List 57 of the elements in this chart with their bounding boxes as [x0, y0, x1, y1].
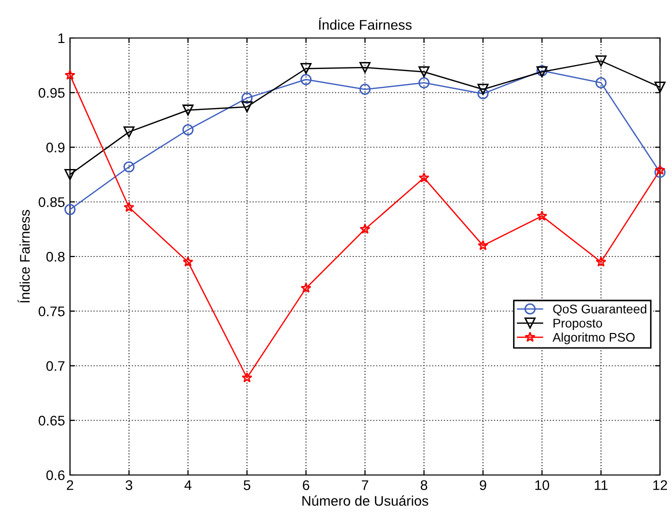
x-tick-label: 9	[480, 480, 486, 490]
y-tick-label: 0.75	[38, 306, 65, 316]
x-tick-label: 6	[302, 480, 310, 490]
point	[242, 372, 252, 382]
y-axis-title: Índice Fairness	[18, 210, 30, 303]
x-tick-label: 5	[244, 480, 250, 490]
point	[654, 82, 666, 93]
x-tick-label: 12	[653, 480, 668, 490]
point	[654, 166, 666, 178]
y-tick-label: 0.7	[46, 361, 64, 371]
point	[124, 202, 134, 212]
y-tick-label: 0.8	[46, 252, 65, 262]
point	[300, 282, 312, 293]
legend-label: QoS Guaranteed	[553, 304, 646, 316]
point	[300, 74, 312, 86]
point	[64, 169, 76, 180]
point	[596, 256, 606, 267]
y-tick-label: 0.9	[46, 142, 64, 152]
point	[477, 88, 489, 100]
x-tick-label: 4	[184, 480, 192, 490]
x-tick-label: 8	[420, 480, 428, 490]
point	[595, 55, 607, 66]
y-tick-label: 0.65	[38, 416, 65, 426]
y-tick-label: 1	[58, 33, 64, 44]
point	[241, 101, 253, 112]
point	[182, 124, 194, 136]
chart-title: Índice Fairness	[318, 18, 412, 30]
x-tick-label: 10	[535, 480, 550, 490]
point	[418, 66, 430, 78]
point	[241, 92, 253, 104]
point	[359, 84, 371, 95]
x-axis-title: Número de Usuários	[302, 495, 428, 506]
point	[182, 104, 194, 116]
point	[477, 84, 489, 95]
x-tick-label: 7	[362, 480, 368, 490]
x-tick-label: 3	[126, 480, 132, 490]
point	[418, 77, 430, 88]
x-tick-label: 2	[66, 480, 74, 490]
point	[123, 126, 135, 138]
point	[418, 172, 430, 182]
point	[300, 63, 312, 74]
y-tick-label: 0.95	[38, 88, 65, 98]
y-tick-label: 0.85	[38, 197, 65, 208]
x-tick-label: 11	[594, 480, 608, 490]
legend-label: Proposto	[554, 318, 602, 330]
point	[654, 164, 666, 175]
point	[182, 256, 194, 267]
point	[64, 204, 76, 216]
point	[123, 161, 135, 172]
point	[478, 240, 488, 250]
point	[360, 224, 370, 234]
legend-label: Algoritmo PSO	[552, 332, 635, 344]
point	[359, 62, 371, 74]
y-tick-label: 0.6	[46, 470, 65, 480]
point	[64, 70, 76, 80]
point	[595, 77, 607, 88]
point	[536, 210, 548, 221]
